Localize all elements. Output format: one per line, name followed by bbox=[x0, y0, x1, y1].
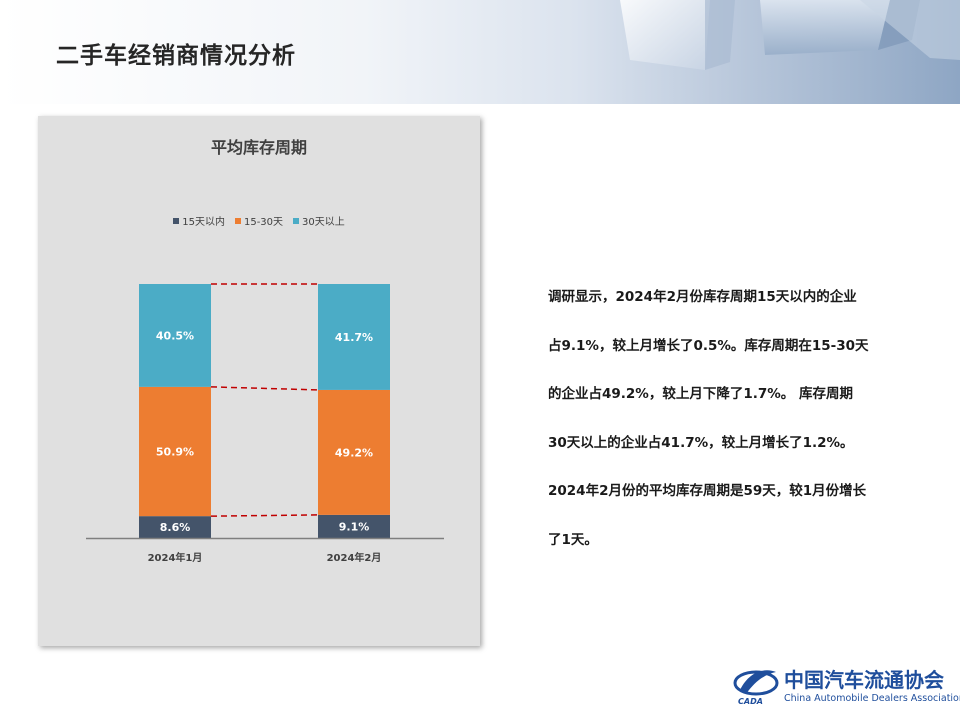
bar-segment bbox=[318, 284, 390, 390]
cada-logo: CADA 中国汽车流通协会 China Automobile Dealers A… bbox=[732, 664, 960, 710]
series-line bbox=[210, 386, 319, 391]
bar-segment bbox=[318, 514, 390, 538]
data-label: 41.7% bbox=[335, 331, 373, 344]
bar-segment bbox=[139, 386, 211, 517]
legend-swatch bbox=[234, 217, 241, 224]
series-line bbox=[210, 514, 319, 517]
data-label: 8.6% bbox=[160, 521, 191, 534]
legend-item-15-30-days: 15-30天 bbox=[234, 213, 284, 228]
x-tick-label: 2024年2月 bbox=[327, 551, 382, 564]
logo-english-name: China Automobile Dealers Association bbox=[784, 693, 960, 704]
cada-emblem-icon bbox=[733, 670, 779, 696]
legend-item-under-15-days: 15天以内 bbox=[173, 213, 225, 228]
legend-swatch bbox=[293, 217, 300, 224]
page-title: 二手车经销商情况分析 bbox=[56, 43, 296, 69]
legend-label: 15天以内 bbox=[182, 217, 225, 228]
analysis-text-line: 调研显示，2024年2月份库存周期15天以内的企业 bbox=[548, 289, 857, 305]
data-label: 40.5% bbox=[156, 329, 194, 342]
chart-title: 平均库存周期 bbox=[210, 138, 307, 157]
data-label: 49.2% bbox=[335, 446, 373, 459]
analysis-text-line: 占9.1%，较上月增长了0.5%。库存周期在15-30天 bbox=[548, 337, 869, 354]
legend-label: 15-30天 bbox=[243, 217, 284, 228]
analysis-text: 调研显示，2024年2月份库存周期15天以内的企业 占9.1%，较上月增长了0.… bbox=[548, 276, 928, 567]
x-tick-label: 2024年1月 bbox=[148, 551, 203, 564]
legend-label: 30天以上 bbox=[302, 217, 345, 228]
data-label: 9.1% bbox=[339, 520, 370, 533]
data-label: 50.9% bbox=[156, 446, 194, 459]
analysis-text-line: 30天以上的企业占41.7%，较上月增长了1.2%。 bbox=[548, 434, 854, 451]
analysis-text-line: 2024年2月份的平均库存周期是59天，较1月份增长 bbox=[548, 483, 867, 499]
logo-abbreviation: CADA bbox=[738, 697, 763, 706]
analysis-text-line: 了1天。 bbox=[548, 531, 598, 548]
legend-swatch bbox=[173, 217, 180, 224]
chart-legend: 15天以内 15-30天 30天以上 bbox=[38, 213, 480, 228]
analysis-text-line: 的企业占49.2%，较上月下降了1.7%。 库存周期 bbox=[548, 386, 853, 402]
header-banner: 二手车经销商情况分析 bbox=[0, 0, 960, 104]
chart-panel: 平均库存周期 15天以内 15-30天 30天以上 8.6% 50.9% 40.5%… bbox=[38, 116, 480, 646]
bar-segment bbox=[139, 516, 211, 538]
legend-item-over-30-days: 30天以上 bbox=[293, 213, 345, 228]
stacked-bar-chart: 8.6% 50.9% 40.5% 2024年1月 9.1% 49.2% 41.7% 2024年… bbox=[86, 283, 444, 564]
bar-segment bbox=[318, 389, 390, 515]
logo-name: 中国汽车流通协会 bbox=[784, 668, 944, 692]
decorative-cubes-image bbox=[620, 0, 960, 70]
bar-segment bbox=[139, 284, 211, 387]
